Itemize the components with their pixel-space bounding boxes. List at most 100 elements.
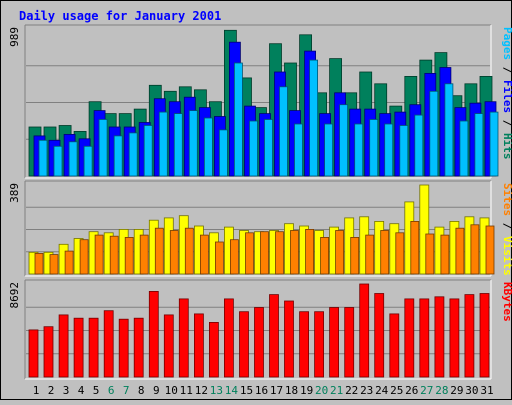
bar-sites-day-4 [79,239,89,275]
x-tick-label-day-6: 6 [108,384,115,397]
bar-kbytes-day-29 [449,298,460,378]
bar-pages-day-1 [38,139,48,177]
bar-kbytes-day-26 [404,298,415,378]
x-tick-label-day-17: 17 [270,384,283,397]
bar-pages-day-23 [369,119,379,177]
x-tick-label-day-28: 28 [435,384,448,397]
bar-sites-day-21 [335,230,345,275]
max-value-label: 389 [8,183,21,203]
x-tick-label-day-20: 20 [315,384,328,397]
bar-sites-day-19 [305,228,315,275]
bar-sites-day-14 [229,239,239,275]
max-value-label: 8692 [8,282,21,309]
x-tick-label-day-15: 15 [240,384,253,397]
legend-sites: Sites [501,183,512,216]
bar-kbytes-day-21 [329,307,340,378]
bar-pages-day-11 [188,110,198,177]
bar-kbytes-day-31 [479,293,490,378]
bar-kbytes-day-2 [43,326,54,378]
legend-separator: / [501,216,512,236]
x-tick-label-day-29: 29 [450,384,463,397]
bar-kbytes-day-6 [103,310,114,378]
x-tick-label-day-27: 27 [420,384,433,397]
x-tick-label-day-24: 24 [375,384,389,397]
x-tick-label-day-12: 12 [195,384,208,397]
bar-pages-day-19 [309,59,319,177]
bar-sites-day-15 [245,232,254,275]
bar-sites-day-5 [94,234,104,275]
legend-files: Files [501,80,512,113]
bar-pages-day-22 [354,123,364,177]
series-kbytes [28,283,490,378]
bar-pages-day-28 [444,83,454,177]
bar-visits-day-27 [419,184,430,275]
series-sites [34,220,495,275]
x-tick-label-day-31: 31 [480,384,493,397]
legend-separator: / [501,113,512,133]
bar-pages-day-21 [339,104,349,177]
bar-sites-day-26 [410,220,420,275]
bar-kbytes-day-27 [419,298,430,378]
panel-1: 989 Pages / Files / Hits [8,24,512,179]
chart-title: Daily usage for January 2001 [19,9,221,23]
bar-pages-day-27 [429,90,439,177]
bar-kbytes-day-30 [464,294,475,378]
panel-2: 389 Sites / Visits [8,180,512,277]
bar-sites-day-20 [320,236,330,275]
bar-pages-day-13 [218,129,228,177]
series-pages [38,59,499,177]
bar-sites-day-28 [440,234,450,275]
bar-kbytes-day-13 [208,321,219,378]
bar-kbytes-day-11 [178,298,189,378]
bar-pages-day-9 [158,111,168,177]
bar-pages-day-31 [489,111,499,177]
bar-pages-day-26 [414,114,424,177]
bar-pages-day-25 [399,125,409,177]
bar-sites-day-30 [470,224,480,275]
bar-kbytes-day-14 [223,298,234,378]
x-tick-label-day-8: 8 [138,384,145,397]
legend: Sites / Visits [501,183,512,276]
bar-sites-day-13 [214,241,224,275]
x-tick-label-day-23: 23 [360,384,373,397]
bar-sites-day-24 [380,230,390,275]
bar-pages-day-17 [279,86,288,177]
bar-kbytes-day-18 [284,300,294,378]
x-tick-label-day-30: 30 [465,384,478,397]
bar-pages-day-30 [474,113,484,177]
bar-sites-day-10 [169,230,179,275]
bar-kbytes-day-5 [88,317,99,378]
legend-kbytes: KBytes [501,282,512,322]
bar-kbytes-day-16 [254,307,264,378]
bar-pages-day-3 [68,141,78,177]
bar-pages-day-15 [249,120,258,177]
bar-pages-day-29 [459,120,469,177]
bar-sites-day-1 [34,252,44,275]
x-tick-label-day-9: 9 [153,384,160,397]
x-tick-label-day-10: 10 [165,384,178,397]
bar-pages-day-2 [53,145,63,177]
bar-sites-day-27 [425,233,435,275]
bar-kbytes-day-15 [239,311,249,378]
x-axis-labels: 1 2 3 4 5 6 7 8 9 10 11 12 13 14 15 16 17 18 19 20 21 22 23 24 2… [33,384,494,397]
bar-kbytes-day-9 [148,290,159,378]
legend-hits: Hits [501,133,512,160]
bar-pages-day-5 [98,119,108,177]
bar-pages-day-18 [294,123,303,177]
bar-kbytes-day-4 [73,317,84,378]
bar-pages-day-12 [203,117,213,177]
bar-kbytes-day-24 [374,293,385,378]
bar-kbytes-day-10 [163,314,174,378]
bar-sites-day-11 [184,227,194,275]
bar-pages-day-6 [113,135,123,177]
bar-kbytes-day-25 [389,313,400,378]
bar-pages-day-16 [264,119,273,177]
panel-3: 8692 KBytes [8,279,512,380]
bar-sites-day-6 [109,235,119,275]
bar-sites-day-16 [260,231,269,275]
bar-sites-day-17 [275,231,284,275]
x-tick-label-day-25: 25 [390,384,403,397]
bar-kbytes-day-7 [118,318,129,378]
x-tick-label-day-22: 22 [345,384,358,397]
